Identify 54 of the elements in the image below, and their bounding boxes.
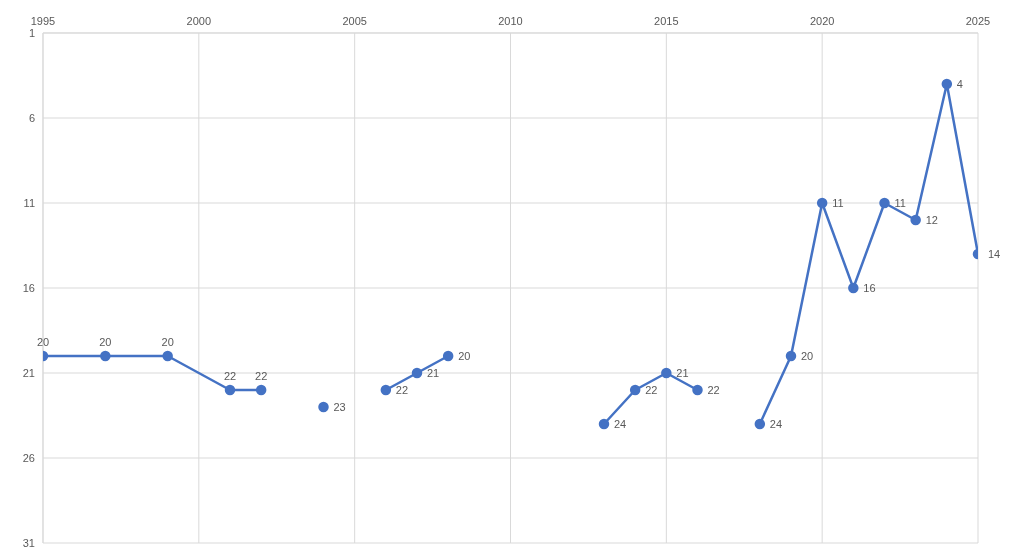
data-label: 24: [614, 418, 627, 430]
y-tick-label: 1: [28, 26, 35, 39]
point: [629, 384, 641, 396]
x-tick-label: 2015: [654, 15, 679, 27]
data-label: 20: [801, 350, 814, 362]
y-tick-label: 16: [22, 281, 35, 294]
data-label: 21: [427, 367, 440, 379]
point: [100, 350, 111, 362]
point: [910, 214, 921, 226]
point: [598, 418, 610, 430]
point: [411, 367, 423, 379]
data-label: 24: [769, 418, 783, 430]
y-tick-label: 26: [22, 451, 35, 464]
data-label: 20: [458, 350, 471, 362]
data-label: 20: [161, 336, 174, 348]
data-label: 4: [956, 78, 963, 90]
x-tick-label: 2005: [342, 15, 367, 27]
y-tick-label: 6: [28, 111, 35, 124]
point: [754, 418, 766, 430]
y-tick-label: 31: [22, 536, 35, 549]
data-label: 20: [99, 336, 112, 348]
data-label: 22: [707, 384, 720, 396]
data-label: 22: [395, 384, 409, 396]
data-label: 14: [988, 248, 1001, 260]
data-label: 20: [36, 336, 50, 348]
point: [692, 384, 703, 396]
x-tick-label: 2000: [186, 15, 212, 27]
point: [848, 282, 859, 294]
point: [318, 401, 329, 413]
x-tick-label: 2010: [498, 15, 523, 27]
point: [224, 384, 236, 396]
x-tick-label: 2020: [809, 15, 835, 27]
point: [380, 384, 392, 396]
data-label: 21: [676, 367, 689, 379]
y-tick-label: 21: [22, 366, 35, 379]
point: [879, 197, 890, 209]
data-label: 11: [832, 197, 844, 209]
point: [785, 350, 797, 362]
x-tick-label: 2025: [965, 15, 991, 27]
data-label: 22: [223, 370, 237, 382]
point: [661, 367, 672, 379]
data-label: 22: [645, 384, 658, 396]
point: [255, 384, 267, 396]
data-label: 11: [894, 197, 906, 209]
data-label: 12: [925, 214, 938, 226]
point: [816, 197, 828, 209]
point: [162, 350, 173, 362]
point: [941, 78, 953, 90]
data-label: 22: [255, 370, 268, 382]
x-tick-label: 1995: [30, 15, 56, 27]
data-label: 23: [333, 401, 346, 413]
data-label: 16: [863, 282, 876, 294]
point: [442, 350, 454, 362]
y-tick-label: 11: [23, 196, 35, 209]
